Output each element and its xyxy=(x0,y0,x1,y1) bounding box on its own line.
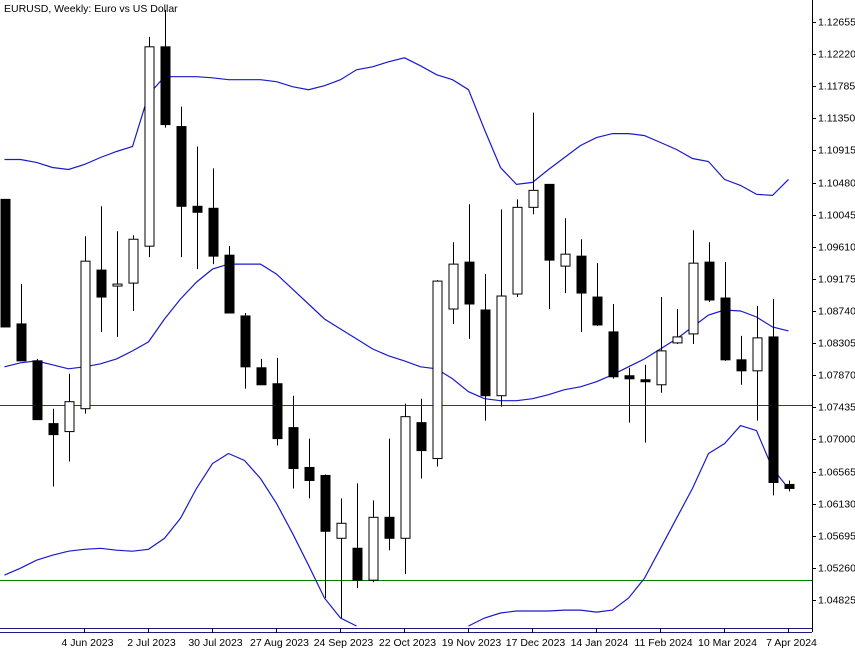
y-tick-label: 1.08740 xyxy=(818,305,855,317)
candle-body xyxy=(672,336,683,344)
y-tick-label: 1.10480 xyxy=(818,177,855,189)
y-tick-label: 1.05695 xyxy=(818,530,855,542)
candle-body xyxy=(448,263,459,310)
candle-body xyxy=(64,401,75,433)
x-tick-label: 14 Jan 2024 xyxy=(571,637,629,649)
y-tick-label: 1.11350 xyxy=(818,112,855,124)
candle-body xyxy=(48,423,59,436)
candle-body xyxy=(160,46,171,126)
candle-body xyxy=(240,315,251,368)
candle-body xyxy=(80,260,91,410)
candle-body xyxy=(0,198,11,328)
y-tick-label: 1.06565 xyxy=(818,466,855,478)
candle-body xyxy=(464,261,475,305)
x-tick-label: 4 Jun 2023 xyxy=(62,637,114,649)
candle-body xyxy=(624,375,635,380)
y-tick-label: 1.04825 xyxy=(818,594,855,606)
candle-body xyxy=(480,309,491,397)
candle-body xyxy=(640,379,651,383)
y-tick-label: 1.06130 xyxy=(818,498,855,510)
y-tick-label: 1.09610 xyxy=(818,241,855,253)
x-tick-label: 10 Mar 2024 xyxy=(698,637,757,649)
y-tick-label: 1.12220 xyxy=(818,48,855,60)
x-tick-label: 24 Sep 2023 xyxy=(314,637,374,649)
x-tick-label: 22 Oct 2023 xyxy=(379,637,436,649)
y-tick-label: 1.07000 xyxy=(818,433,855,445)
candle-body xyxy=(560,253,571,267)
y-tick-label: 1.10915 xyxy=(818,144,855,156)
candle-body xyxy=(224,254,235,314)
candle-body xyxy=(400,416,411,539)
candle-body xyxy=(320,474,331,532)
candle-body xyxy=(720,297,731,361)
candle-body xyxy=(176,126,187,207)
candle-body xyxy=(496,295,507,397)
candle-body xyxy=(688,262,699,335)
y-tick-label: 1.09175 xyxy=(818,273,855,285)
candle-body xyxy=(16,323,27,362)
candle-body xyxy=(656,350,667,386)
band-line xyxy=(4,452,357,627)
x-tick-label: 27 Aug 2023 xyxy=(250,637,309,649)
candle-body xyxy=(144,46,155,247)
candle-body xyxy=(736,359,747,372)
band-line xyxy=(4,57,789,197)
candle-body xyxy=(576,255,587,294)
candle-body xyxy=(512,206,523,295)
y-tick-label: 1.08305 xyxy=(818,337,855,349)
candle-body xyxy=(112,283,123,287)
candle-body xyxy=(368,516,379,581)
candle-body xyxy=(528,189,539,208)
x-tick-label: 17 Dec 2023 xyxy=(506,637,566,649)
candle-body xyxy=(336,522,347,539)
x-tick-label: 2 Jul 2023 xyxy=(127,637,176,649)
candle-body xyxy=(768,336,779,483)
candle-body xyxy=(752,337,763,372)
candle-body xyxy=(208,207,219,257)
x-tick-label: 7 Apr 2024 xyxy=(766,637,817,649)
candle-body xyxy=(96,269,107,298)
candle-body xyxy=(32,360,43,421)
candle-body xyxy=(192,205,203,213)
candle-body xyxy=(272,383,283,440)
band-line xyxy=(468,424,789,627)
y-tick-label: 1.07435 xyxy=(818,401,855,413)
chart-title: EURUSD, Weekly: Euro vs US Dollar xyxy=(4,3,178,15)
y-tick-label: 1.12655 xyxy=(818,16,855,28)
candle-body xyxy=(592,296,603,326)
x-tick-label: 11 Feb 2024 xyxy=(634,637,692,649)
x-tick-label: 19 Nov 2023 xyxy=(442,637,502,649)
candle-body xyxy=(416,422,427,452)
candle-body xyxy=(432,280,443,460)
candle-body xyxy=(352,547,363,581)
candle-body xyxy=(784,483,795,489)
x-tick-label: 30 Jul 2023 xyxy=(188,637,242,649)
candle-body xyxy=(544,183,555,261)
candle-body xyxy=(384,516,395,539)
candle-body xyxy=(128,238,139,284)
y-tick-label: 1.07870 xyxy=(818,369,855,381)
candle-body xyxy=(304,466,315,481)
candle-body xyxy=(256,367,267,386)
y-tick-label: 1.05260 xyxy=(818,562,855,574)
plot-area xyxy=(0,9,812,627)
y-tick-label: 1.10045 xyxy=(818,209,855,221)
y-tick-label: 1.11785 xyxy=(818,80,855,92)
candle-body xyxy=(608,331,619,378)
candle-body xyxy=(704,261,715,301)
candle-body xyxy=(288,427,299,470)
